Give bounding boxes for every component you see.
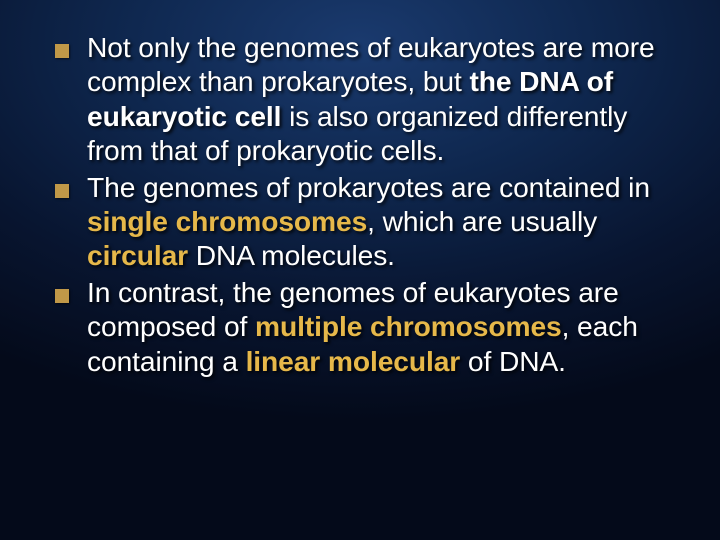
list-item: In contrast, the genomes of eukaryotes a… [55, 275, 665, 378]
text-run: DNA molecules. [188, 239, 395, 271]
square-bullet-icon [55, 289, 69, 303]
text-run: of DNA. [460, 345, 566, 377]
text-run: , which are usually [367, 205, 597, 237]
list-item: Not only the genomes of eukaryotes are m… [55, 30, 665, 168]
highlight-run: single chromosomes [87, 205, 367, 237]
text-run: The genomes of prokaryotes are contained… [87, 171, 650, 203]
slide: Not only the genomes of eukaryotes are m… [0, 0, 720, 540]
bullet-text: Not only the genomes of eukaryotes are m… [87, 30, 665, 168]
bullet-text: In contrast, the genomes of eukaryotes a… [87, 275, 665, 378]
square-bullet-icon [55, 184, 69, 198]
bullet-text: The genomes of prokaryotes are contained… [87, 170, 665, 273]
highlight-run: linear molecular [246, 345, 461, 377]
list-item: The genomes of prokaryotes are contained… [55, 170, 665, 273]
highlight-run: circular [87, 239, 188, 271]
square-bullet-icon [55, 44, 69, 58]
bullet-list: Not only the genomes of eukaryotes are m… [55, 30, 665, 378]
highlight-run: multiple chromosomes [255, 310, 562, 342]
